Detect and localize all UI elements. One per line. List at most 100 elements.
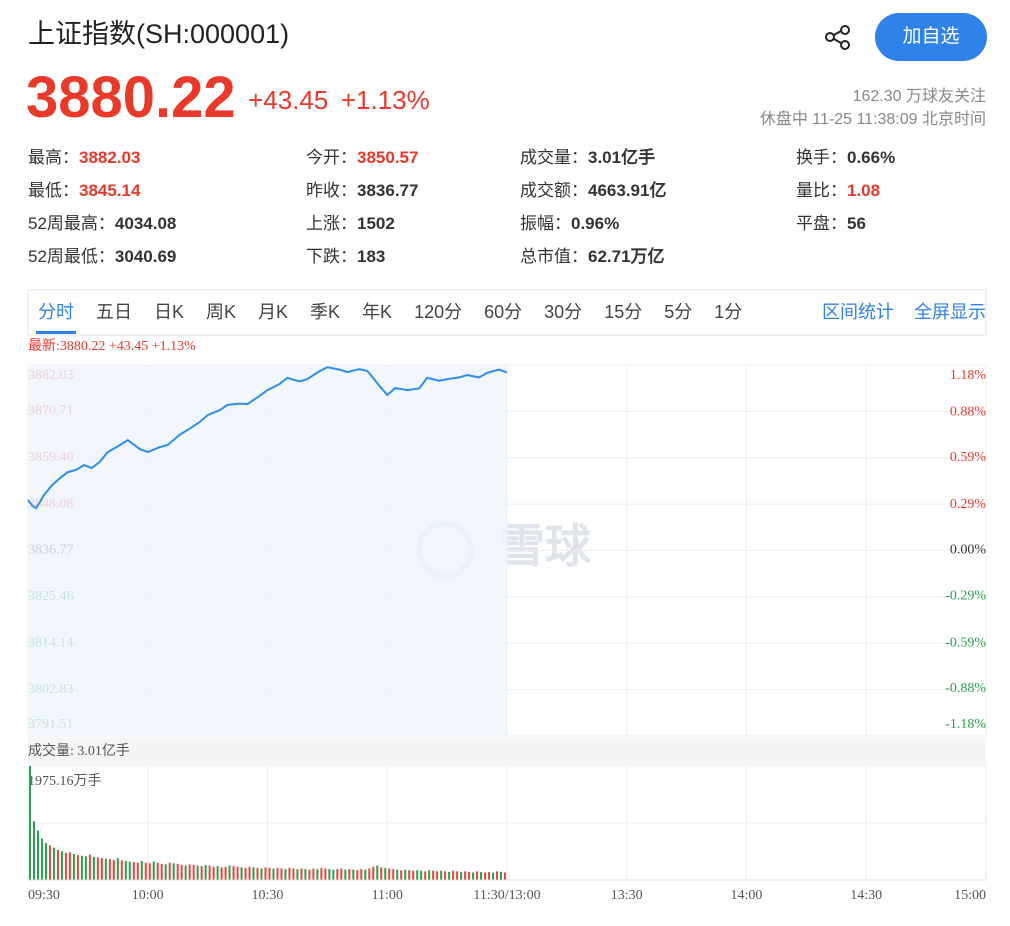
volume-bar	[368, 868, 371, 880]
volume-bar	[264, 867, 267, 880]
volume-bar	[336, 869, 339, 880]
volume-bar	[316, 869, 319, 880]
tab[interactable]: 日K	[154, 302, 184, 322]
tab[interactable]: 30分	[544, 302, 582, 322]
tab[interactable]: 周K	[206, 302, 236, 322]
volume-bar	[432, 870, 435, 880]
volume-bar	[152, 861, 155, 880]
volume-bar	[180, 864, 183, 880]
y2-tick-label: 0.59%	[950, 450, 987, 465]
volume-bar	[244, 867, 247, 880]
stat: 换手：0.66%	[796, 148, 895, 167]
tab[interactable]: 60分	[484, 302, 522, 322]
volume-bar	[372, 866, 375, 880]
stat: 成交量：3.01亿手	[520, 147, 655, 167]
volume-bar	[44, 843, 47, 880]
volume-bar	[228, 865, 231, 880]
tab[interactable]: 15分	[604, 302, 642, 322]
volume-bar	[140, 860, 143, 880]
volume-bar	[60, 851, 63, 880]
stat: 最低：3845.14	[28, 181, 141, 200]
volume-bar	[292, 868, 295, 880]
volume-bar	[440, 870, 443, 880]
stat-value: 4663.91亿	[588, 180, 666, 200]
volume-bar	[108, 859, 111, 880]
volume-bar	[260, 868, 263, 880]
volume-bar	[88, 854, 91, 880]
volume-bar	[420, 870, 423, 880]
change-percent: +1.13%	[341, 85, 430, 115]
stat-value: 3882.03	[79, 148, 140, 167]
volume-bar	[456, 871, 459, 880]
tab[interactable]: 1分	[714, 302, 742, 322]
x-tick-label: 13:30	[611, 888, 643, 903]
tab[interactable]: 月K	[258, 302, 288, 322]
tab[interactable]: 分时	[38, 302, 74, 322]
volume-bar	[220, 867, 223, 880]
stat-value: 183	[357, 247, 385, 266]
volume-bar	[160, 863, 163, 880]
tab[interactable]: 120分	[414, 302, 462, 322]
stat-value: 62.71万亿	[588, 246, 665, 266]
link[interactable]: 区间统计	[822, 302, 894, 322]
link[interactable]: 全屏显示	[914, 302, 986, 322]
stat-label: 总市值：	[520, 247, 588, 266]
stat-value: 4034.08	[115, 214, 176, 233]
volume-bar	[124, 860, 127, 880]
y2-tick-label: 1.18%	[950, 368, 987, 383]
volume-bar	[116, 858, 119, 880]
x-tick-label: 11:00	[372, 888, 403, 903]
volume-bar	[324, 868, 327, 880]
volume-bar	[212, 866, 215, 880]
x-tick-label: 10:00	[132, 888, 164, 903]
volume-header	[28, 738, 986, 765]
volume-bar	[248, 866, 251, 880]
tab[interactable]: 5分	[664, 302, 692, 322]
status: 休盘中 11-25 11:38:09 北京时间	[760, 109, 986, 128]
volume-bar	[184, 865, 187, 880]
volume-bar	[476, 871, 479, 880]
volume-bar	[104, 858, 107, 880]
volume-bar	[320, 867, 323, 880]
x-tick-label: 14:00	[731, 888, 763, 903]
volume-bar	[428, 870, 431, 880]
volume-bar	[284, 869, 287, 880]
volume-bar	[204, 864, 207, 880]
volume-bar	[36, 830, 39, 880]
volume-bar	[164, 864, 167, 880]
volume-bar	[100, 858, 103, 880]
volume-bar	[340, 868, 343, 880]
stat: 最高：3882.03	[28, 148, 140, 167]
volume-bar	[484, 872, 487, 880]
stat-label: 最高：	[28, 148, 79, 167]
volume-bar	[112, 859, 115, 880]
stat-value: 3040.69	[115, 247, 176, 266]
volume-bar	[464, 871, 467, 880]
y2-tick-label: 0.29%	[950, 497, 987, 512]
volume-bar	[32, 821, 35, 880]
x-tick-label: 14:30	[850, 888, 882, 903]
volume-bar	[176, 863, 179, 880]
volume-bar	[276, 867, 279, 880]
follow-button[interactable]	[875, 13, 987, 61]
volume-bar	[240, 867, 243, 880]
stat-value: 3845.14	[79, 181, 141, 200]
volume-bar	[224, 866, 227, 880]
tab[interactable]: 季K	[310, 302, 340, 322]
volume-bar	[76, 855, 79, 880]
stat: 52周最高：4034.08	[28, 214, 176, 233]
y2-tick-label: -0.29%	[945, 588, 986, 603]
stat-value: 56	[847, 214, 866, 233]
tab[interactable]: 五日	[96, 302, 132, 322]
stat: 下跌：183	[306, 247, 385, 266]
share-icon[interactable]	[825, 25, 850, 50]
volume-bar	[380, 867, 383, 880]
tab[interactable]: 年K	[362, 302, 392, 322]
x-tick-label: 15:00	[954, 888, 986, 903]
x-tick-label: 10:30	[252, 888, 284, 903]
y2-tick-label: -0.59%	[945, 635, 986, 650]
follow-button-label[interactable]: 加自选	[902, 25, 959, 47]
volume-bar	[412, 870, 415, 880]
volume-bar	[268, 867, 271, 880]
